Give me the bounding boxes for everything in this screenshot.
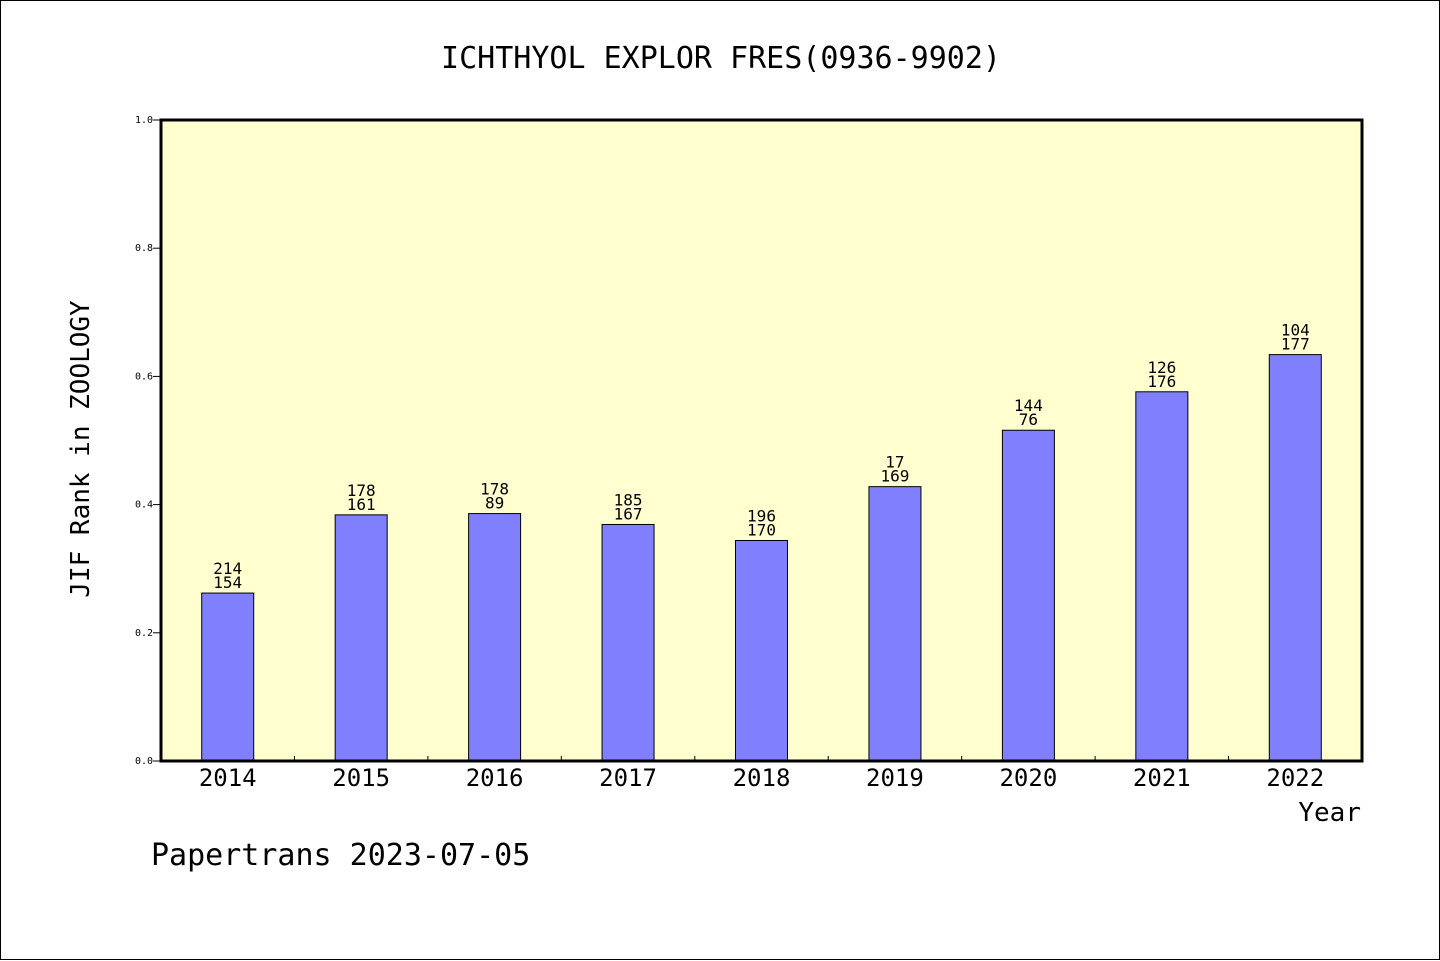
bar-label-top: 144	[1014, 396, 1043, 415]
bar-2021	[1135, 391, 1189, 762]
bar-label-top: 104	[1281, 321, 1310, 340]
x-tick-label: 2015	[332, 764, 390, 792]
y-axis-label: JIF Rank in ZOOLOGY	[66, 300, 96, 598]
bar-label-bottom: 161	[347, 495, 376, 514]
footer-text: Papertrans 2023-07-05	[151, 838, 530, 873]
bar-2022	[1268, 354, 1322, 762]
bar-label-bottom: 176	[1147, 372, 1176, 391]
bar-label-top: 214	[213, 559, 242, 578]
x-tick-label: 2016	[466, 764, 524, 792]
bar-label-bottom: 169	[880, 467, 909, 486]
bar-label-bottom: 154	[213, 573, 242, 592]
y-tick-label: 1.0	[135, 115, 153, 126]
y-tick-label: 0.8	[135, 243, 153, 254]
bar-label-bottom: 177	[1281, 335, 1310, 354]
bars	[201, 354, 1322, 762]
y-tick-label: 0.2	[135, 628, 153, 639]
x-axis-label: Year	[1298, 798, 1361, 828]
bar-2019	[868, 486, 922, 762]
y-axis: 0.0 0.2 0.4 0.6 0.8 1.0	[135, 115, 161, 767]
chart-title: ICHTHYOL EXPLOR FRES(0936-9902)	[441, 41, 1001, 76]
bar-2016	[468, 513, 522, 762]
bar-label-top: 17	[885, 453, 904, 472]
plot-border	[159, 118, 1364, 763]
bar-2017	[601, 523, 655, 762]
bar-label-bottom: 89	[485, 494, 504, 513]
bar-2014	[201, 592, 255, 762]
x-axis: 2014 2015 2016 2017 2018 2019 2020 2021 2022	[199, 756, 1324, 792]
bar-label-top: 178	[480, 480, 509, 499]
bar-2020	[1001, 429, 1055, 762]
x-tick-label: 2019	[866, 764, 924, 792]
x-tick-label: 2022	[1266, 764, 1324, 792]
bar-label-top: 178	[347, 481, 376, 500]
bar-label-top: 126	[1147, 358, 1176, 377]
bar-label-top: 196	[747, 506, 776, 525]
bar-label-bottom: 76	[1019, 410, 1038, 429]
x-tick-label: 2017	[599, 764, 657, 792]
x-tick-label: 2020	[999, 764, 1057, 792]
y-tick-label: 0.6	[135, 371, 153, 382]
y-tick-label: 0.4	[135, 500, 153, 511]
bar-label-top: 185	[614, 490, 643, 509]
bar-label-bottom: 170	[747, 520, 776, 539]
bar-2015	[334, 514, 388, 762]
x-tick-label: 2014	[199, 764, 257, 792]
y-tick-label: 0.0	[135, 756, 153, 767]
x-tick-label: 2018	[733, 764, 791, 792]
bar-2018	[735, 539, 788, 762]
x-tick-label: 2021	[1133, 764, 1191, 792]
bar-label-bottom: 167	[614, 504, 643, 523]
